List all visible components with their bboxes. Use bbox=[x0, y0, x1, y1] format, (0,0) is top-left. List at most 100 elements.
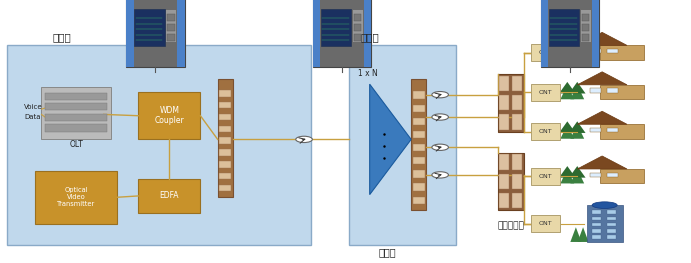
Bar bbox=[592, 235, 601, 239]
Bar bbox=[413, 184, 424, 191]
Polygon shape bbox=[570, 45, 584, 60]
Text: OLT: OLT bbox=[69, 140, 83, 149]
Bar bbox=[413, 157, 424, 164]
Text: 1 x N: 1 x N bbox=[358, 69, 378, 78]
Bar bbox=[134, 9, 165, 46]
Polygon shape bbox=[570, 124, 584, 139]
Bar bbox=[45, 124, 107, 132]
Bar bbox=[580, 10, 591, 42]
Bar bbox=[413, 170, 424, 178]
Bar bbox=[592, 223, 601, 226]
Bar bbox=[512, 114, 522, 130]
Bar bbox=[600, 85, 645, 99]
Bar bbox=[498, 153, 524, 210]
Bar bbox=[499, 114, 509, 130]
Polygon shape bbox=[559, 122, 576, 133]
Bar bbox=[220, 138, 231, 144]
Bar bbox=[312, 0, 371, 67]
Polygon shape bbox=[570, 227, 581, 242]
Bar bbox=[607, 223, 616, 226]
Bar bbox=[177, 0, 184, 67]
Bar bbox=[499, 193, 509, 209]
Bar bbox=[413, 92, 424, 99]
Bar bbox=[607, 235, 616, 239]
Polygon shape bbox=[577, 111, 627, 124]
Bar bbox=[7, 45, 311, 245]
Bar bbox=[589, 88, 600, 93]
Bar bbox=[531, 168, 560, 185]
Bar bbox=[167, 24, 175, 31]
Polygon shape bbox=[569, 82, 585, 93]
Bar bbox=[218, 79, 233, 197]
Bar bbox=[512, 95, 522, 110]
Bar bbox=[138, 92, 200, 139]
Polygon shape bbox=[560, 169, 574, 184]
Bar bbox=[512, 154, 522, 170]
Bar bbox=[589, 49, 600, 53]
Bar bbox=[220, 126, 231, 132]
Bar bbox=[138, 179, 200, 213]
Polygon shape bbox=[370, 84, 411, 195]
Text: Data: Data bbox=[24, 114, 41, 120]
Text: 中心局: 中心局 bbox=[53, 32, 72, 42]
Bar bbox=[499, 154, 509, 170]
Bar bbox=[607, 88, 618, 93]
Bar bbox=[220, 149, 231, 156]
Bar bbox=[600, 169, 645, 184]
Bar bbox=[352, 10, 363, 42]
Polygon shape bbox=[577, 32, 627, 45]
Text: Voice: Voice bbox=[24, 104, 43, 109]
Bar bbox=[592, 229, 601, 233]
Bar bbox=[607, 49, 618, 53]
Bar bbox=[589, 128, 600, 132]
Polygon shape bbox=[570, 85, 584, 99]
Bar bbox=[512, 174, 522, 189]
Text: ONT: ONT bbox=[539, 50, 553, 55]
Bar bbox=[354, 14, 361, 21]
Bar bbox=[512, 193, 522, 209]
Bar bbox=[531, 83, 560, 100]
Bar bbox=[45, 114, 107, 121]
Bar bbox=[592, 216, 601, 220]
Text: EDFA: EDFA bbox=[160, 191, 179, 200]
Bar bbox=[413, 197, 424, 204]
Bar bbox=[413, 105, 424, 112]
Bar bbox=[540, 0, 549, 67]
Bar bbox=[126, 0, 185, 67]
Ellipse shape bbox=[592, 202, 617, 209]
Bar bbox=[413, 144, 424, 151]
Bar bbox=[499, 95, 509, 110]
Bar bbox=[45, 103, 107, 110]
Bar bbox=[312, 0, 321, 67]
Bar bbox=[411, 79, 426, 210]
Bar bbox=[220, 173, 231, 179]
Bar bbox=[531, 123, 560, 140]
Bar bbox=[220, 114, 231, 120]
Bar bbox=[512, 75, 522, 91]
Polygon shape bbox=[569, 122, 585, 133]
Bar bbox=[413, 131, 424, 138]
Bar bbox=[220, 161, 231, 168]
Polygon shape bbox=[560, 124, 574, 139]
Bar bbox=[413, 118, 424, 125]
Text: 分路器: 分路器 bbox=[360, 32, 379, 42]
Bar bbox=[220, 102, 231, 109]
Polygon shape bbox=[559, 82, 576, 93]
Bar bbox=[354, 24, 361, 31]
Polygon shape bbox=[559, 166, 576, 178]
Polygon shape bbox=[560, 85, 574, 99]
Bar bbox=[499, 174, 509, 189]
Bar bbox=[607, 229, 616, 233]
Circle shape bbox=[432, 92, 448, 98]
Bar bbox=[531, 215, 560, 232]
Bar bbox=[126, 0, 134, 67]
Polygon shape bbox=[570, 169, 584, 184]
Bar bbox=[607, 216, 616, 220]
Polygon shape bbox=[577, 72, 627, 85]
Text: ONT: ONT bbox=[539, 89, 553, 95]
Bar bbox=[531, 44, 560, 61]
Polygon shape bbox=[578, 227, 589, 242]
Polygon shape bbox=[569, 42, 585, 54]
Text: 传输线终端: 传输线终端 bbox=[498, 222, 524, 231]
Text: ONT: ONT bbox=[539, 221, 553, 226]
